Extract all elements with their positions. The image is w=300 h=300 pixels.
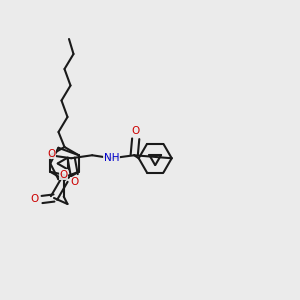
Text: O: O — [30, 194, 39, 205]
Text: O: O — [132, 126, 140, 136]
Text: O: O — [70, 177, 78, 187]
Text: O: O — [60, 170, 68, 180]
Text: O: O — [48, 149, 56, 159]
Text: NH: NH — [104, 153, 119, 163]
